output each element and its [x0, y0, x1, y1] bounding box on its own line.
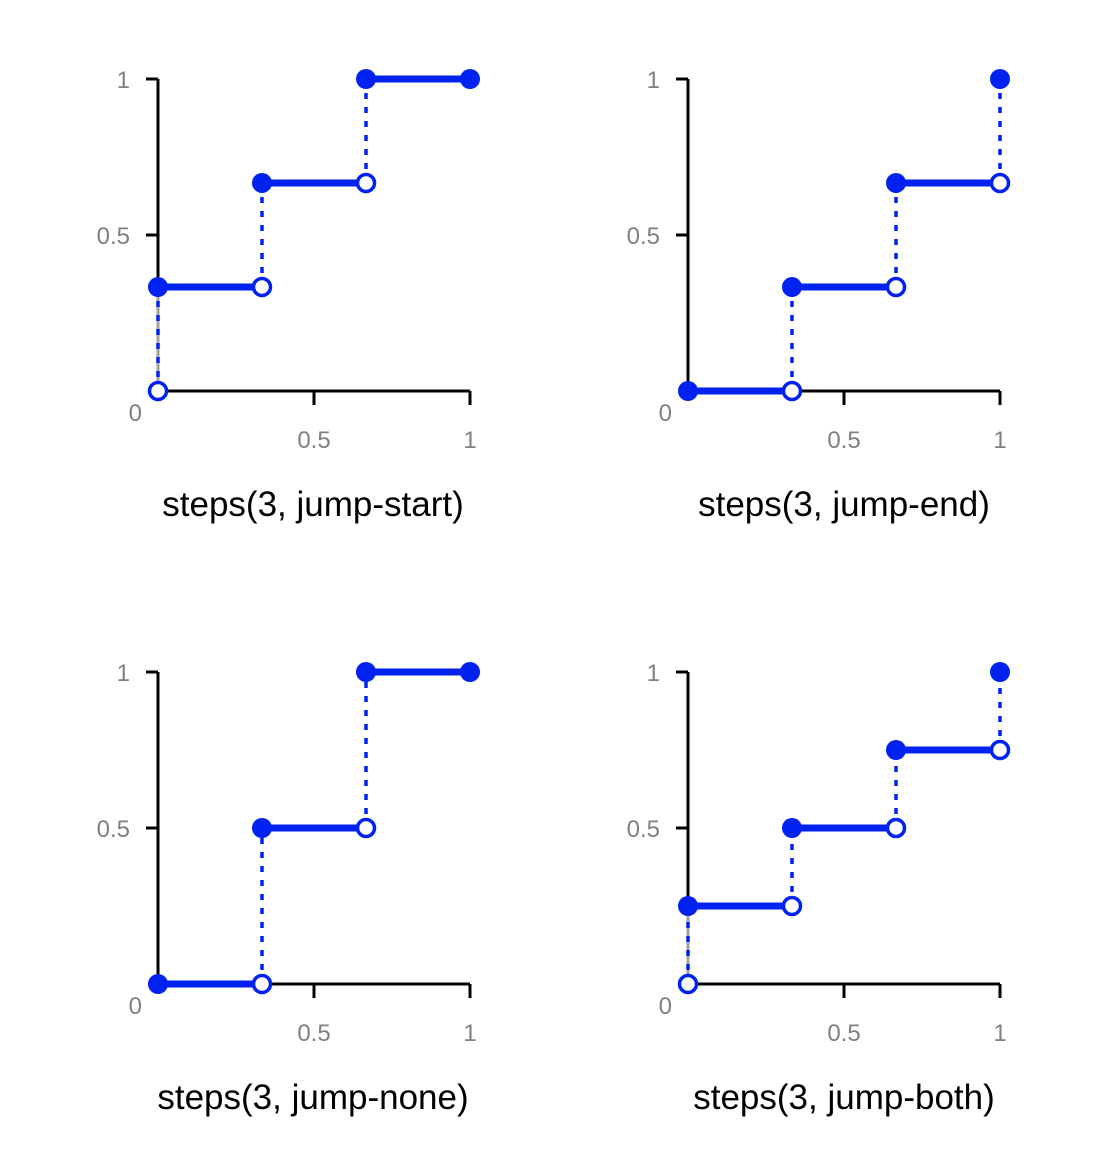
filled-point — [251, 818, 272, 838]
origin-label: 0 — [129, 400, 142, 427]
y-tick-label: 0.5 — [97, 816, 130, 843]
filled-point — [990, 662, 1010, 682]
open-point — [781, 895, 803, 917]
chart-jump-start: 0.5 1 0.5 1 0 steps(3, jump-start) — [97, 67, 480, 524]
open-point — [147, 380, 169, 402]
filled-point — [781, 818, 802, 838]
filled-point — [148, 974, 168, 994]
x-tick-label: 0.5 — [827, 1020, 860, 1047]
open-point — [355, 817, 377, 839]
x-tick-label: 1 — [463, 1020, 476, 1047]
filled-point — [990, 69, 1010, 89]
y-tick-label: 0.5 — [627, 223, 660, 250]
x-tick-label: 1 — [463, 427, 476, 454]
filled-point — [356, 662, 377, 682]
x-tick-label: 0.5 — [297, 1020, 330, 1047]
y-tick-label: 1 — [647, 67, 660, 94]
filled-point — [678, 896, 698, 916]
open-point — [989, 739, 1011, 761]
origin-label: 0 — [129, 993, 142, 1020]
origin-label: 0 — [659, 400, 672, 427]
filled-point — [781, 277, 802, 298]
x-tick-label: 0.5 — [827, 427, 860, 454]
chart-title: steps(3, jump-start) — [162, 485, 463, 524]
chart-jump-none: 0.5 1 0.5 1 0 steps(3, jump-none) — [97, 660, 480, 1117]
filled-point — [886, 740, 907, 760]
x-tick-label: 0.5 — [297, 427, 330, 454]
chart-title: steps(3, jump-end) — [698, 485, 990, 524]
y-tick-label: 1 — [117, 67, 130, 94]
y-tick-label: 0.5 — [627, 816, 660, 843]
x-tick-label: 1 — [993, 427, 1006, 454]
open-point — [885, 817, 907, 839]
chart-jump-end: 0.5 1 0.5 1 0 steps(3, jump-end) — [627, 67, 1011, 524]
open-point — [989, 172, 1011, 194]
filled-point — [251, 172, 272, 193]
y-tick-label: 0.5 — [97, 223, 130, 250]
y-tick-label: 1 — [647, 660, 660, 687]
open-point — [677, 973, 699, 995]
open-point — [885, 276, 907, 298]
x-tick-label: 1 — [993, 1020, 1006, 1047]
y-tick-label: 1 — [117, 660, 130, 687]
filled-point — [460, 662, 480, 682]
open-point — [251, 973, 273, 995]
open-point — [251, 276, 273, 298]
chart-jump-both: 0.5 1 0.5 1 0 steps(3, jump-both) — [627, 660, 1011, 1117]
filled-point — [356, 69, 377, 89]
open-point — [355, 172, 377, 194]
origin-label: 0 — [659, 993, 672, 1020]
filled-point — [460, 69, 480, 89]
filled-point — [678, 381, 698, 401]
chart-title: steps(3, jump-both) — [693, 1078, 995, 1117]
filled-point — [886, 172, 907, 193]
open-point — [781, 380, 803, 402]
chart-title: steps(3, jump-none) — [157, 1078, 468, 1117]
filled-point — [148, 277, 168, 298]
